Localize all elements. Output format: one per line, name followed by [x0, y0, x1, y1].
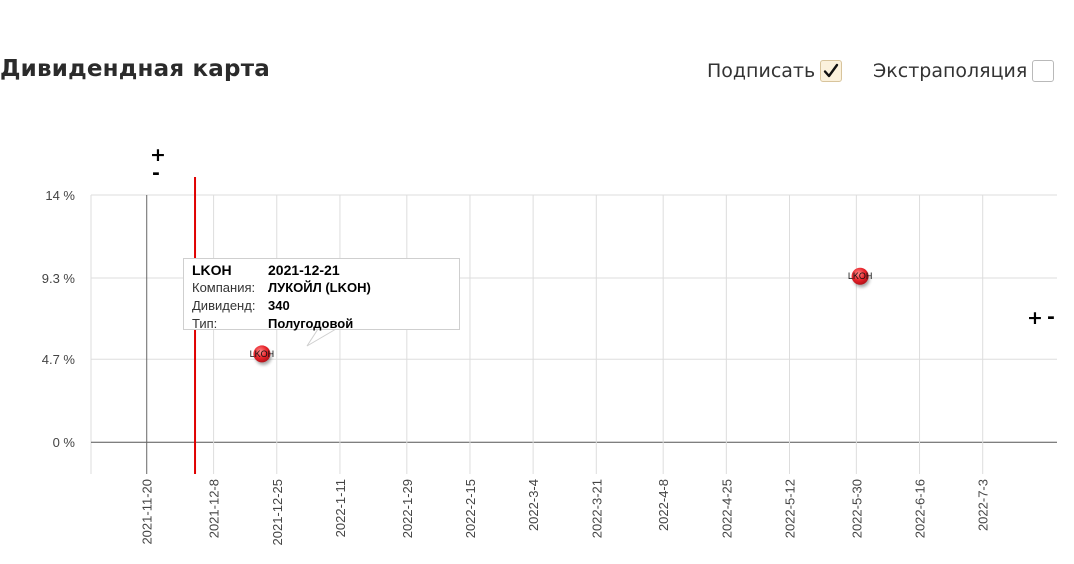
dividend-tooltip: LKOH 2021-12-21 Компания: ЛУКОЙЛ (LKOH) … [183, 258, 460, 333]
y-tick-label: 9.3 % [42, 271, 76, 286]
x-tick-label: 2022-3-21 [589, 479, 604, 538]
tooltip-type-label: Тип: [192, 316, 218, 331]
sign-label: Подписать [707, 60, 816, 82]
zoom-out-right-button[interactable]: - [1047, 306, 1055, 328]
tooltip-header-row: LKOH 2021-12-21 [192, 261, 459, 279]
y-tick-label: 14 % [45, 188, 75, 203]
point-label: LKOH [848, 271, 873, 281]
x-tick-label: 2021-12-8 [207, 479, 222, 538]
tooltip-company-label: Компания: [192, 280, 256, 295]
y-tick-label: 0 % [53, 435, 76, 450]
x-tick-label: 2022-5-12 [782, 479, 797, 538]
x-tick-label: 2022-3-4 [526, 479, 541, 531]
x-tick-label: 2022-1-11 [333, 479, 348, 537]
point-label: LKOH [250, 349, 275, 359]
x-tick-label: 2021-12-25 [270, 479, 285, 546]
sign-toggle[interactable]: Подписать [707, 60, 843, 82]
x-tick-label: 2022-2-15 [463, 479, 478, 538]
tooltip-dividend-label: Дивиденд: [192, 298, 256, 313]
tooltip-type-row: Тип: Полугодовой [192, 315, 459, 333]
tooltip-pointer [306, 328, 337, 347]
page-title: Дивидендная карта [0, 56, 270, 82]
x-tick-label: 2022-5-30 [849, 479, 864, 538]
tooltip-type-value: Полугодовой [268, 316, 354, 331]
tooltip-ticker: LKOH [192, 262, 232, 278]
x-tick-label: 2022-6-16 [913, 479, 928, 538]
x-tick-label: 2022-1-29 [400, 479, 415, 538]
dividend-point [253, 345, 271, 363]
tooltip-company-row: Компания: ЛУКОЙЛ (LKOH) [192, 279, 459, 297]
checkmark-icon [823, 63, 839, 78]
x-tick-label: 2022-4-25 [719, 479, 734, 538]
sign-checkbox[interactable] [820, 60, 843, 82]
tooltip-dividend-row: Дивиденд: 340 [192, 297, 459, 315]
zoom-in-right-button[interactable]: + [1027, 307, 1043, 329]
tooltip-dividend-value: 340 [268, 298, 290, 313]
x-tick-label: 2021-11-20 [140, 479, 155, 545]
x-tick-label: 2022-7-3 [976, 479, 991, 531]
y-tick-label: 4.7 % [42, 352, 76, 367]
x-tick-label: 2022-4-8 [656, 479, 671, 531]
extrapolation-checkbox[interactable] [1032, 60, 1055, 82]
extrapolation-label: Экстраполяция [873, 60, 1028, 82]
tooltip-company-value: ЛУКОЙЛ (LKOH) [268, 280, 371, 295]
dividend-point [851, 267, 869, 285]
zoom-in-left-button[interactable]: + [150, 144, 166, 166]
extrapolation-toggle[interactable]: Экстраполяция [873, 60, 1055, 82]
zoom-out-left-button[interactable]: - [152, 162, 160, 184]
tooltip-date: 2021-12-21 [268, 262, 340, 278]
